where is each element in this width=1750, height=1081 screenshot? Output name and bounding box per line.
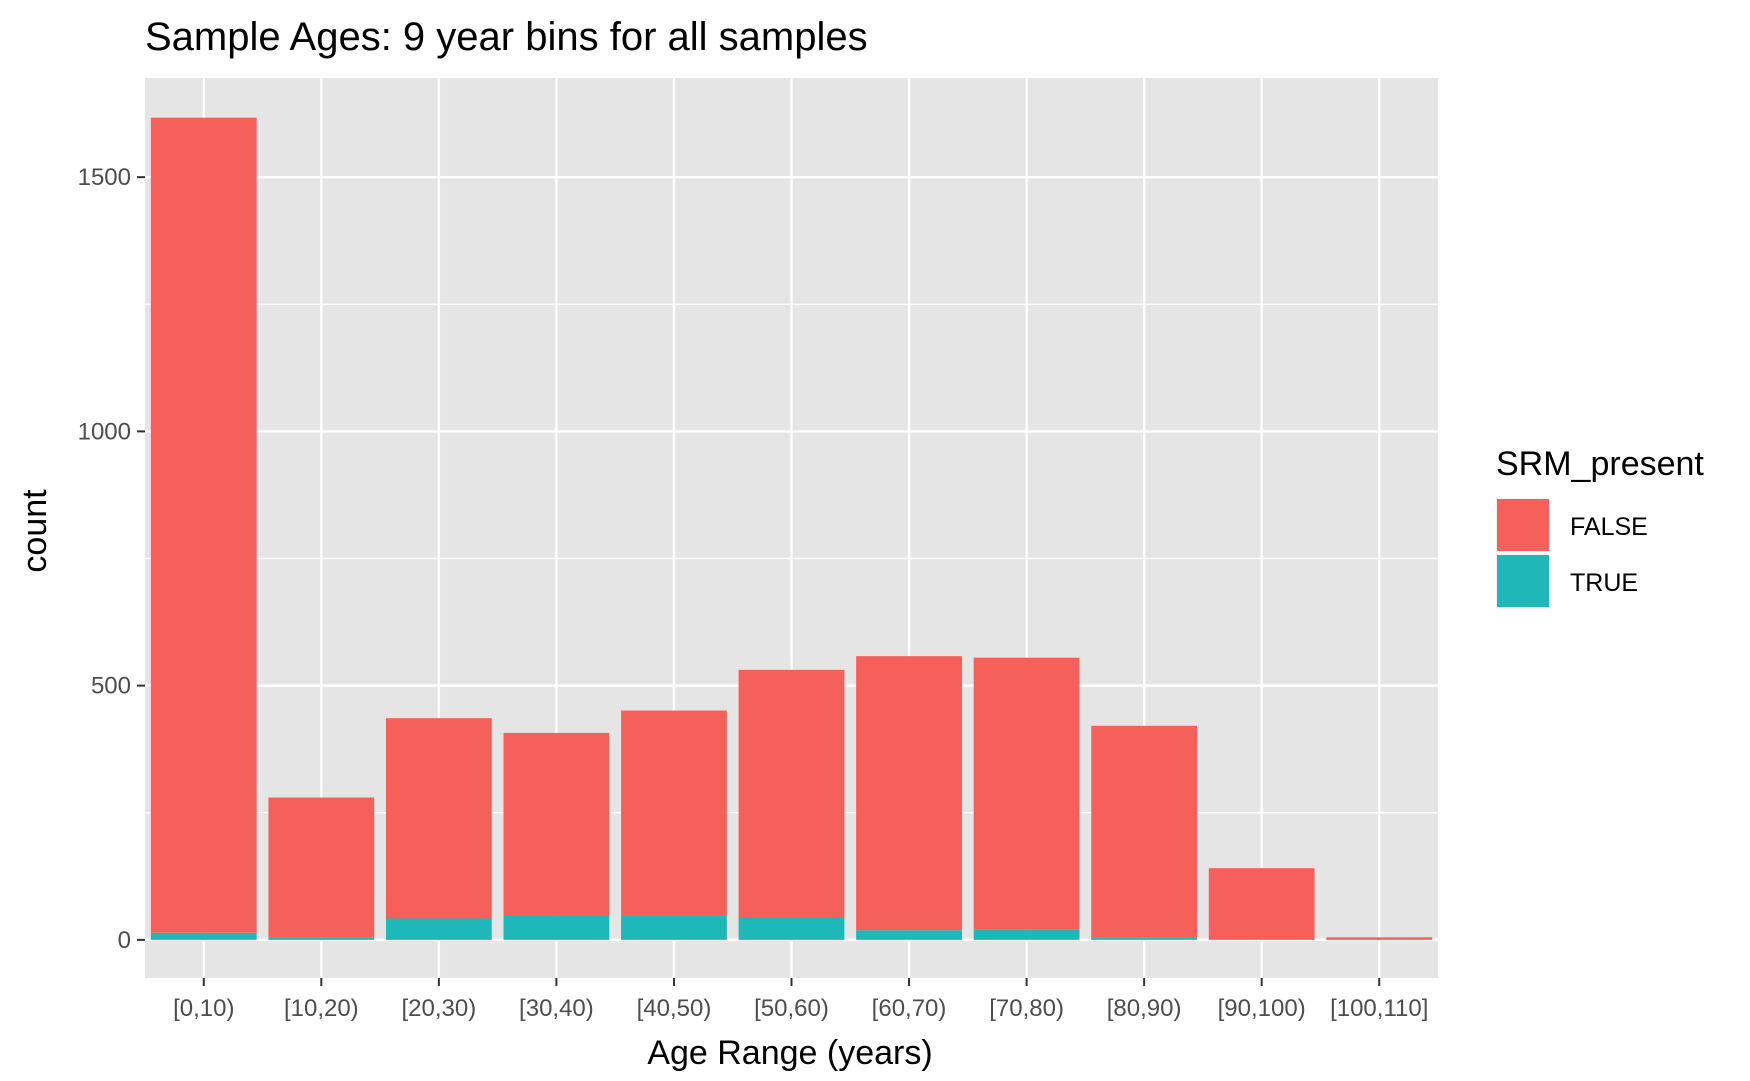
y-tick-label: 1000 — [78, 418, 131, 445]
x-tick-label: [80,90) — [1107, 995, 1182, 1022]
chart-title: Sample Ages: 9 year bins for all samples — [145, 15, 868, 59]
bar-true-0 — [150, 932, 257, 940]
x-axis-title: Age Range (years) — [647, 1034, 932, 1072]
bar-true-6 — [856, 930, 962, 940]
bar-false-5 — [738, 669, 845, 918]
x-tick-label: [0,10) — [173, 995, 234, 1022]
x-tick-label: [30,40) — [519, 995, 594, 1022]
legend-swatch-true — [1497, 555, 1549, 607]
legend-label-true: TRUE — [1570, 569, 1638, 597]
x-tick-label: [40,50) — [637, 995, 712, 1022]
x-tick-label: [100,110] — [1330, 995, 1428, 1022]
legend: SRM_present FALSE TRUE — [1496, 445, 1704, 608]
bar-false-6 — [856, 656, 962, 931]
bar-true-8 — [1091, 937, 1198, 940]
x-axis: [0,10) [10,20) [20,30) [30,40) [40,50) [50,60… — [173, 978, 1428, 1022]
legend-swatch-false — [1497, 499, 1549, 551]
bar-true-7 — [973, 929, 1080, 940]
bar-false-0 — [150, 117, 257, 933]
x-tick-label: [10,20) — [284, 995, 359, 1022]
bar-false-2 — [385, 718, 492, 919]
bar-true-3 — [503, 915, 610, 940]
bar-true-2 — [385, 918, 492, 940]
x-tick-label: [60,70) — [872, 995, 947, 1022]
y-tick-label: 500 — [91, 673, 131, 700]
y-axis: 0 500 1000 1500 — [78, 164, 145, 954]
legend-title: SRM_present — [1496, 445, 1704, 483]
bar-false-10 — [1326, 937, 1433, 940]
bar-false-4 — [621, 710, 727, 916]
y-tick-label: 0 — [118, 927, 131, 954]
bar-false-3 — [503, 732, 610, 916]
y-tick-label: 1500 — [78, 164, 131, 191]
y-axis-title: count — [16, 489, 54, 573]
bar-false-7 — [973, 657, 1080, 930]
bar-true-4 — [621, 915, 727, 940]
bar-false-8 — [1091, 725, 1198, 938]
x-tick-label: [20,30) — [402, 995, 477, 1022]
legend-label-false: FALSE — [1570, 513, 1648, 541]
bar-true-1 — [268, 937, 375, 940]
x-tick-label: [70,80) — [989, 995, 1064, 1022]
bar-true-5 — [738, 918, 845, 940]
bar-false-1 — [268, 797, 375, 938]
x-tick-label: [50,60) — [754, 995, 829, 1022]
x-tick-label: [90,100) — [1218, 995, 1306, 1022]
bar-false-9 — [1208, 868, 1315, 940]
bars-layer — [150, 117, 1433, 940]
